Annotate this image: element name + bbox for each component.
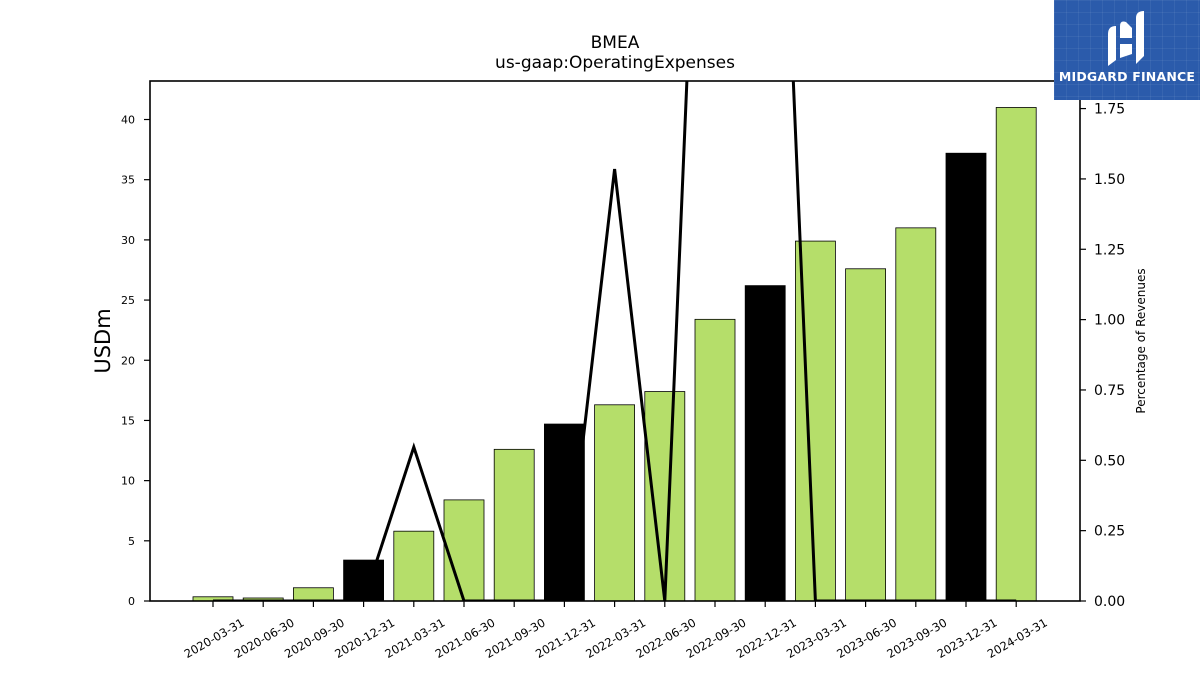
- bar-2022-12-31: [744, 285, 786, 601]
- chart-subtitle: us-gaap:OperatingExpenses: [495, 53, 735, 73]
- y2-tick-label: 0.00: [1094, 594, 1125, 610]
- y-tick-label: 15: [121, 414, 135, 427]
- y2-axis-label: Percentage of Revenues: [1134, 268, 1148, 413]
- y2-tick-label: 0.75: [1094, 383, 1125, 399]
- bar-2023-09-30: [895, 227, 937, 601]
- bar-2023-06-30: [845, 268, 886, 601]
- midgard-logo-icon: [1108, 11, 1144, 66]
- bar-2022-03-31: [594, 404, 635, 601]
- y2-tick-label: 1.75: [1094, 102, 1125, 118]
- bar-2021-03-31: [393, 530, 435, 601]
- bar-2021-12-31: [544, 423, 585, 601]
- y-tick-label: 25: [121, 294, 135, 307]
- y-tick-label: 0: [128, 595, 135, 608]
- bar-2020-12-31: [343, 559, 385, 601]
- y2-tick-label: 1.50: [1094, 172, 1125, 188]
- bar-2024-03-31: [995, 107, 1037, 601]
- y-tick-label: 35: [121, 174, 135, 187]
- y-tick-label: 5: [128, 535, 135, 548]
- brand-logo: MIDGARD FINANCE: [1054, 0, 1200, 100]
- y-tick-label: 10: [121, 475, 135, 488]
- bar-2023-03-31: [795, 240, 836, 601]
- y2-tick-label: 0.25: [1094, 524, 1125, 540]
- logo-text: MIDGARD FINANCE: [1058, 69, 1196, 84]
- y-tick-label: 40: [121, 114, 135, 127]
- bar-2020-03-31: [192, 596, 234, 601]
- bar-2021-06-30: [443, 499, 485, 601]
- y-axis-label: USDm: [91, 308, 115, 373]
- y-tick-label: 20: [121, 354, 135, 367]
- y2-tick-label: 1.00: [1094, 313, 1125, 329]
- bar-2021-09-30: [493, 448, 535, 601]
- bar-2023-12-31: [945, 152, 987, 601]
- percentage-line: [213, 81, 1017, 601]
- chart-title: BMEA: [591, 33, 640, 53]
- y2-tick-label: 0.50: [1094, 453, 1125, 469]
- bar-2020-09-30: [292, 587, 334, 601]
- y2-tick-label: 1.25: [1094, 242, 1125, 258]
- y-tick-label: 30: [121, 234, 135, 247]
- bar-2022-09-30: [694, 318, 736, 601]
